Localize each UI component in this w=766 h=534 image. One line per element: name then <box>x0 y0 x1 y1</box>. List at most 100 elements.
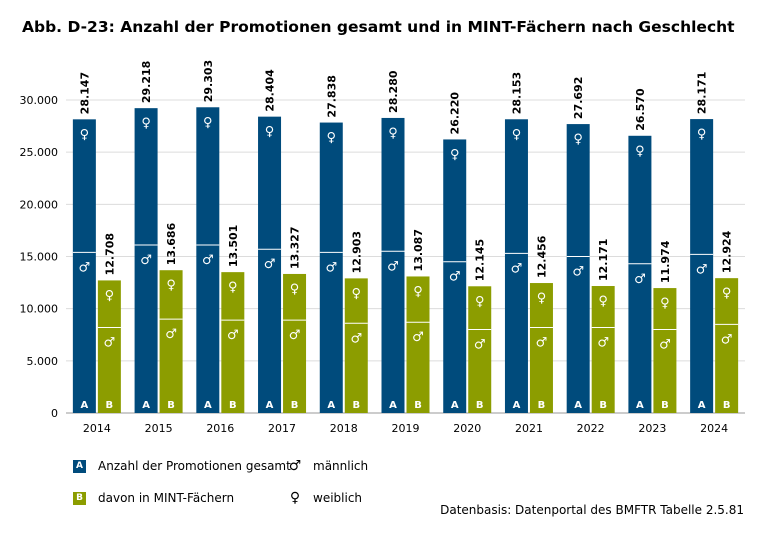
bar-a <box>258 116 282 413</box>
male-icon: ♂ <box>165 327 177 342</box>
male-icon: ♂ <box>264 257 276 272</box>
data-label: 27.692 <box>572 77 585 119</box>
data-label: 12.456 <box>535 235 548 278</box>
male-icon: ♂ <box>659 338 671 353</box>
male-icon: ♂ <box>288 458 302 474</box>
male-icon: ♂ <box>387 259 399 274</box>
data-label: 27.838 <box>325 75 338 117</box>
male-icon: ♂ <box>350 331 362 346</box>
male-icon: ♂ <box>696 262 708 277</box>
data-label: 13.686 <box>165 222 178 265</box>
male-icon: ♂ <box>412 330 424 345</box>
legend-label-gesamt: Anzahl der Promotionen gesamt <box>98 459 291 473</box>
bar-key-label: A <box>636 400 644 411</box>
female-icon: ♀ <box>327 131 337 146</box>
female-icon: ♀ <box>697 127 707 142</box>
bar-key-label: B <box>538 400 546 411</box>
female-icon: ♀ <box>105 288 115 303</box>
female-icon: ♀ <box>290 282 300 297</box>
x-tick-label: 2023 <box>638 422 666 435</box>
female-icon: ♀ <box>388 126 398 141</box>
bar-a <box>381 117 405 413</box>
male-icon: ♂ <box>202 253 214 268</box>
data-label: 26.220 <box>449 92 462 135</box>
bar-b <box>221 272 245 413</box>
female-icon: ♀ <box>166 278 176 293</box>
bar-b <box>591 286 615 413</box>
bar-b <box>653 288 677 413</box>
female-icon: ♀ <box>289 490 301 506</box>
female-icon: ♀ <box>141 116 151 131</box>
y-tick-label: 15.000 <box>20 251 59 264</box>
x-tick-label: 2022 <box>577 422 605 435</box>
female-icon: ♀ <box>537 291 547 306</box>
female-icon: ♀ <box>450 147 460 162</box>
bar-b <box>344 278 368 413</box>
bar-key-label: B <box>229 400 237 411</box>
bar-key-label: A <box>327 400 335 411</box>
female-icon: ♀ <box>203 115 213 130</box>
bar-b <box>529 283 553 413</box>
female-icon: ♀ <box>80 127 90 142</box>
x-tick-label: 2020 <box>453 422 481 435</box>
male-icon: ♂ <box>536 335 548 350</box>
male-icon: ♂ <box>572 265 584 280</box>
male-icon: ♂ <box>634 272 646 287</box>
bar-a <box>443 139 467 414</box>
male-icon: ♂ <box>597 335 609 350</box>
bar-a <box>628 135 652 414</box>
data-label: 26.570 <box>634 88 647 131</box>
data-label: 12.145 <box>474 239 487 281</box>
x-tick-label: 2019 <box>392 422 420 435</box>
y-tick-label: 25.000 <box>20 146 59 159</box>
female-icon: ♀ <box>635 144 645 159</box>
chart-title: Abb. D-23: Anzahl der Promotionen gesamt… <box>22 18 735 36</box>
bar-b <box>468 286 492 413</box>
data-label: 12.903 <box>350 231 363 273</box>
bar-b <box>715 278 739 413</box>
x-tick-label: 2015 <box>145 422 173 435</box>
bar-key-label: A <box>574 400 582 411</box>
bar-key-label: A <box>451 400 459 411</box>
male-icon: ♂ <box>511 261 523 276</box>
bar-key-label: A <box>80 400 88 411</box>
bar-key-label: B <box>476 400 484 411</box>
bar-key-label: B <box>167 400 175 411</box>
female-icon: ♀ <box>512 127 522 142</box>
bar-a <box>134 108 158 413</box>
male-icon: ♂ <box>721 332 733 347</box>
y-tick-label: 30.000 <box>20 94 59 107</box>
data-label: 11.974 <box>659 240 672 283</box>
x-tick-label: 2021 <box>515 422 543 435</box>
data-label: 28.280 <box>387 70 400 113</box>
male-icon: ♂ <box>474 338 486 353</box>
male-icon: ♂ <box>325 260 337 275</box>
data-label: 13.501 <box>227 225 240 267</box>
bar-key-label: A <box>389 400 397 411</box>
bar-key-label: B <box>599 400 607 411</box>
data-label: 13.327 <box>289 227 302 269</box>
bar-a <box>72 119 96 413</box>
female-icon: ♀ <box>573 132 583 147</box>
x-tick-label: 2024 <box>700 422 728 435</box>
bar-key-label: B <box>106 400 114 411</box>
female-icon: ♀ <box>475 294 485 309</box>
bar-a <box>196 107 220 413</box>
data-label: 29.218 <box>140 61 153 103</box>
female-icon: ♀ <box>598 294 608 309</box>
bar-a <box>504 119 528 414</box>
bar-b <box>97 280 121 413</box>
y-tick-label: 5.000 <box>27 355 59 368</box>
legend-item-gesamt: A Anzahl der Promotionen gesamt <box>73 459 291 473</box>
legend-swatch-mint: B <box>73 491 86 505</box>
male-icon: ♂ <box>227 328 239 343</box>
data-label: 28.147 <box>78 72 91 114</box>
y-tick-label: 20.000 <box>20 198 59 211</box>
bar-b <box>406 276 430 413</box>
x-tick-label: 2017 <box>268 422 296 435</box>
female-icon: ♀ <box>228 280 238 295</box>
bar-key-label: B <box>723 400 731 411</box>
bar-key-label: B <box>414 400 422 411</box>
female-icon: ♀ <box>722 286 732 301</box>
